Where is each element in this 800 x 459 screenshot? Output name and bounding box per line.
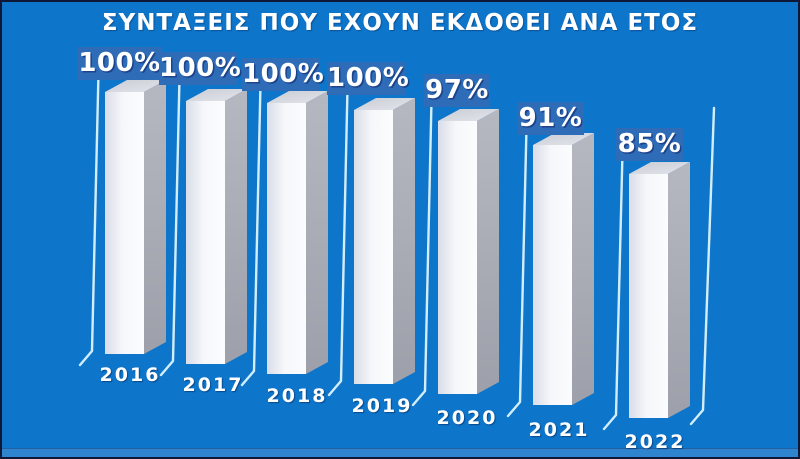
axis-line — [506, 104, 529, 418]
bar-column — [438, 109, 499, 394]
percent-badge: 91% — [517, 102, 584, 135]
year-label: 2022 — [624, 431, 686, 453]
year-label: 2020 — [436, 407, 498, 429]
axis-line — [689, 106, 716, 426]
percent-badge: 85% — [616, 128, 683, 161]
bar-column — [186, 89, 247, 364]
year-label: 2018 — [266, 385, 328, 407]
axis-line — [159, 54, 182, 377]
bar-column — [267, 91, 328, 374]
percent-badge: 100% — [77, 47, 162, 80]
percent-badge: 97% — [424, 74, 490, 107]
percent-badge: 100% — [327, 62, 410, 95]
axis-line — [327, 64, 350, 397]
axis-line — [411, 76, 434, 407]
chart-title: ΣΥΝΤΑΞΕΙΣ ΠΟΥ ΕΧΟΥΝ ΕΚΔΟΘΕΙ ΑΝΑ ΕΤΟΣ — [101, 10, 699, 36]
axis-line — [240, 60, 263, 387]
year-label: 2019 — [351, 395, 413, 417]
bar-column — [533, 133, 594, 405]
year-label: 2017 — [182, 374, 244, 396]
bar-column — [354, 98, 415, 384]
axis-line — [602, 130, 625, 431]
bar-column — [629, 162, 690, 418]
year-label: 2016 — [99, 364, 161, 386]
year-label: 2021 — [528, 419, 590, 441]
percent-badge: 100% — [242, 58, 325, 91]
percent-badge: 100% — [159, 52, 242, 85]
footer-strip — [2, 448, 798, 457]
bar-column — [105, 80, 166, 354]
axis-line — [78, 49, 101, 367]
